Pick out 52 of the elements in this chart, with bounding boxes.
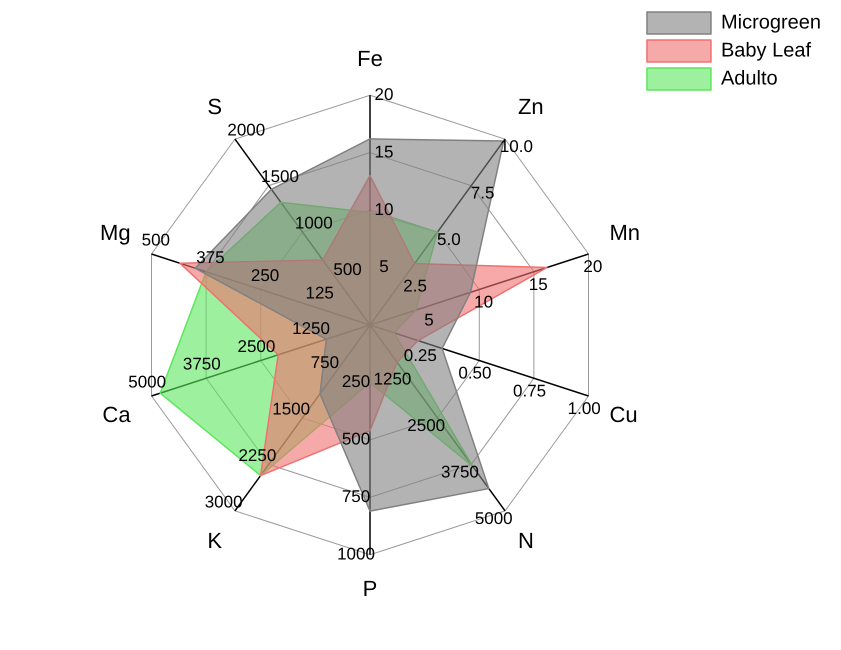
text: 10 xyxy=(474,292,494,312)
text: 750 xyxy=(342,487,370,506)
text: 1000 xyxy=(337,544,375,564)
text: 5.0 xyxy=(437,230,461,249)
text: 5 xyxy=(424,310,434,330)
legend-label: Adulto xyxy=(720,68,778,90)
legend-label: Baby Leaf xyxy=(720,40,812,62)
spoke-label: Mn xyxy=(609,220,640,246)
text: 2250 xyxy=(238,446,276,465)
text: 375 xyxy=(196,248,225,268)
spoke-label: Zn xyxy=(518,94,544,120)
text: 500 xyxy=(142,230,170,250)
text: 250 xyxy=(342,372,370,392)
text: 250 xyxy=(250,266,280,285)
text: 0.50 xyxy=(458,364,492,382)
text: 500 xyxy=(333,260,362,279)
text: 10 xyxy=(374,200,394,219)
spoke-label: Fe xyxy=(357,46,383,72)
text: 125 xyxy=(306,284,334,303)
text: 1250 xyxy=(374,369,412,388)
spoke-label: Ca xyxy=(102,402,132,428)
spoke-label: K xyxy=(207,528,222,553)
spoke-label: P xyxy=(362,576,378,602)
text: 1.00 xyxy=(568,399,601,418)
spoke-label: Mg xyxy=(100,220,131,246)
text: 20 xyxy=(374,84,394,104)
spoke-label: S xyxy=(207,94,222,120)
text: 3750 xyxy=(182,354,221,374)
text: 7.5 xyxy=(470,184,494,203)
text: 10.0 xyxy=(500,137,533,156)
text: 750 xyxy=(310,352,340,372)
text: 0.25 xyxy=(404,346,437,365)
text: 1500 xyxy=(261,167,299,186)
text: 5 xyxy=(379,257,389,276)
text: 3750 xyxy=(441,462,479,482)
text: 2.5 xyxy=(403,276,427,296)
text: 2000 xyxy=(227,120,266,140)
text: 500 xyxy=(342,430,370,449)
text: 1500 xyxy=(272,399,310,418)
text: 3000 xyxy=(204,492,243,512)
text: 20 xyxy=(583,257,602,276)
text: 1000 xyxy=(294,214,333,233)
text: 5000 xyxy=(474,508,513,528)
text: 1250 xyxy=(292,319,330,338)
text: 0.75 xyxy=(513,381,546,400)
text: 2500 xyxy=(407,416,446,435)
text: 15 xyxy=(374,142,394,162)
text: 15 xyxy=(528,274,548,294)
spoke-label: N xyxy=(518,528,534,553)
legend-label: Microgreen xyxy=(720,12,822,34)
text: 2500 xyxy=(238,336,276,356)
spoke-label: Cu xyxy=(609,402,638,428)
